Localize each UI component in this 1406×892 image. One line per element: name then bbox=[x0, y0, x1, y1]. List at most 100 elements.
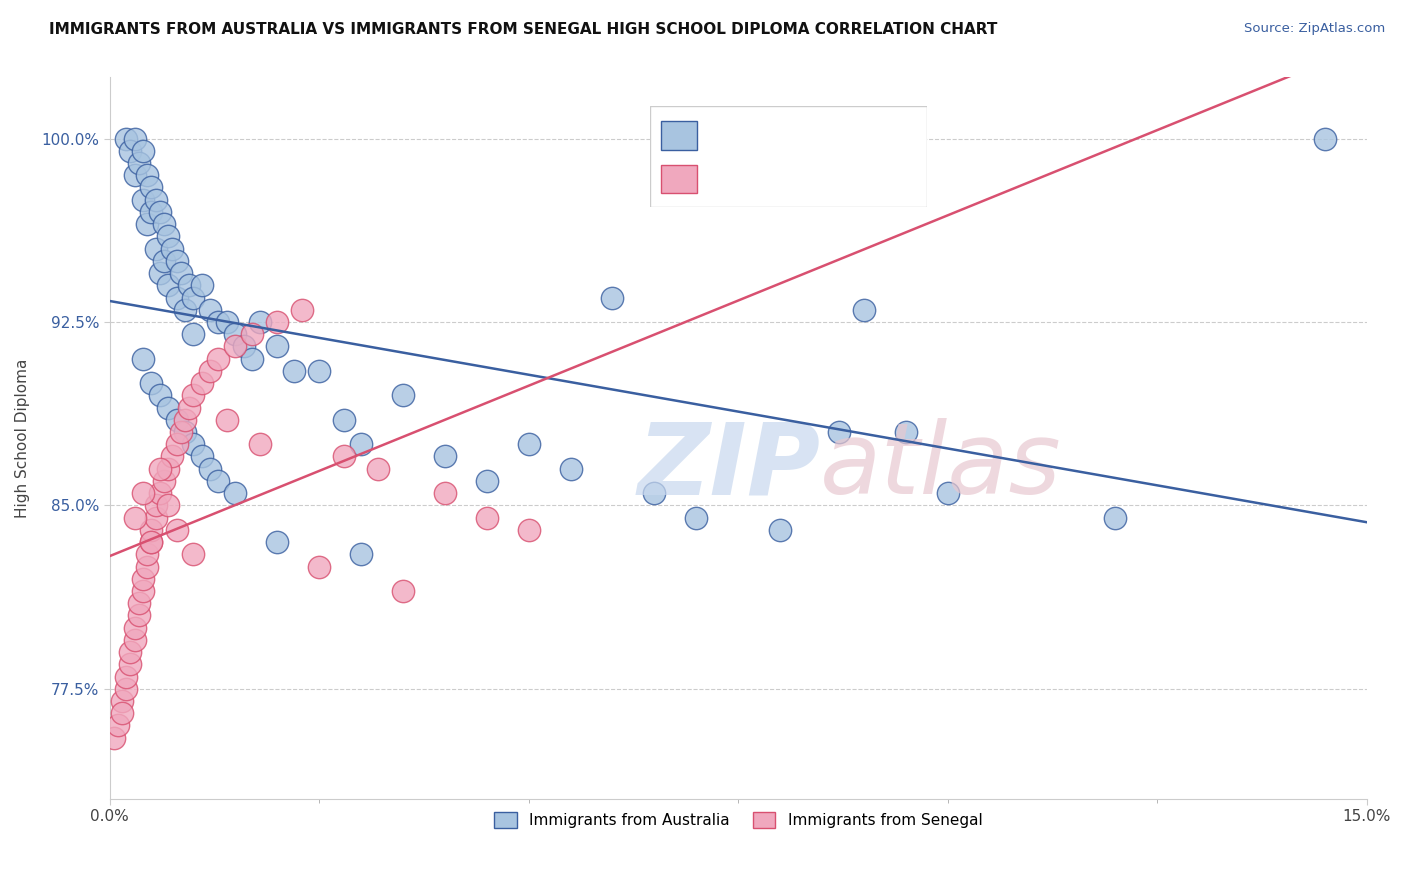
Point bbox=[111, 694, 134, 708]
Point bbox=[207, 351, 229, 366]
Point bbox=[136, 217, 159, 231]
Point bbox=[249, 437, 271, 451]
Point bbox=[183, 327, 205, 342]
Point bbox=[149, 388, 172, 402]
Point bbox=[643, 486, 665, 500]
Point bbox=[392, 388, 415, 402]
Point bbox=[224, 486, 246, 500]
Text: ZIP: ZIP bbox=[637, 418, 821, 516]
Point bbox=[111, 706, 134, 721]
Point bbox=[157, 401, 180, 415]
Text: IMMIGRANTS FROM AUSTRALIA VS IMMIGRANTS FROM SENEGAL HIGH SCHOOL DIPLOMA CORRELA: IMMIGRANTS FROM AUSTRALIA VS IMMIGRANTS … bbox=[49, 22, 998, 37]
Point bbox=[132, 144, 155, 158]
Point bbox=[179, 278, 201, 293]
Point bbox=[560, 461, 582, 475]
Point bbox=[157, 499, 180, 513]
Point bbox=[149, 461, 172, 475]
Point bbox=[132, 584, 155, 599]
Point bbox=[136, 168, 159, 182]
Point bbox=[685, 510, 707, 524]
Point bbox=[120, 657, 142, 672]
Point bbox=[103, 731, 125, 745]
Point bbox=[291, 302, 314, 317]
Point bbox=[124, 131, 146, 145]
Point bbox=[224, 339, 246, 353]
Point bbox=[249, 315, 271, 329]
Point bbox=[350, 437, 373, 451]
Point bbox=[145, 499, 167, 513]
Point bbox=[894, 425, 917, 439]
Point bbox=[936, 486, 959, 500]
Point bbox=[136, 547, 159, 561]
Point bbox=[170, 425, 193, 439]
Point bbox=[190, 278, 212, 293]
Point bbox=[240, 327, 263, 342]
Point bbox=[166, 413, 188, 427]
Point bbox=[174, 413, 197, 427]
Point bbox=[308, 559, 330, 574]
Point bbox=[132, 193, 155, 207]
Point bbox=[333, 450, 356, 464]
Point bbox=[392, 584, 415, 599]
Point bbox=[157, 461, 180, 475]
Point bbox=[198, 302, 221, 317]
Point bbox=[115, 669, 138, 683]
Point bbox=[115, 681, 138, 696]
Point bbox=[198, 364, 221, 378]
Point bbox=[266, 535, 288, 549]
Point bbox=[215, 315, 238, 329]
Point bbox=[183, 291, 205, 305]
Point bbox=[190, 450, 212, 464]
Point bbox=[128, 156, 150, 170]
Point bbox=[120, 144, 142, 158]
Point bbox=[145, 510, 167, 524]
Point bbox=[232, 339, 254, 353]
Point bbox=[207, 315, 229, 329]
Y-axis label: High School Diploma: High School Diploma bbox=[15, 359, 30, 518]
Point bbox=[141, 180, 163, 194]
Point bbox=[174, 425, 197, 439]
Point bbox=[124, 168, 146, 182]
Point bbox=[157, 278, 180, 293]
Point bbox=[149, 266, 172, 280]
Point bbox=[170, 266, 193, 280]
Point bbox=[852, 302, 875, 317]
Point bbox=[166, 291, 188, 305]
Point bbox=[166, 523, 188, 537]
Point bbox=[132, 486, 155, 500]
Point bbox=[266, 339, 288, 353]
Point bbox=[183, 547, 205, 561]
Point bbox=[183, 388, 205, 402]
Point bbox=[153, 253, 176, 268]
Point bbox=[162, 450, 184, 464]
Point bbox=[124, 632, 146, 647]
Point bbox=[308, 364, 330, 378]
Point bbox=[367, 461, 389, 475]
Point bbox=[120, 645, 142, 659]
Point bbox=[128, 596, 150, 610]
Legend: Immigrants from Australia, Immigrants from Senegal: Immigrants from Australia, Immigrants fr… bbox=[488, 806, 988, 835]
Point bbox=[174, 302, 197, 317]
Point bbox=[198, 461, 221, 475]
Text: atlas: atlas bbox=[820, 418, 1062, 516]
Point bbox=[162, 242, 184, 256]
Point bbox=[157, 229, 180, 244]
Point bbox=[145, 242, 167, 256]
Point bbox=[769, 523, 792, 537]
Point bbox=[1104, 510, 1126, 524]
Point bbox=[132, 351, 155, 366]
Point bbox=[283, 364, 305, 378]
Point bbox=[145, 193, 167, 207]
Point bbox=[141, 535, 163, 549]
Point bbox=[224, 327, 246, 342]
Point bbox=[517, 523, 540, 537]
Point bbox=[124, 510, 146, 524]
Point bbox=[1313, 131, 1336, 145]
Point bbox=[115, 131, 138, 145]
Point bbox=[183, 437, 205, 451]
Point bbox=[207, 474, 229, 488]
Point bbox=[475, 474, 498, 488]
Point bbox=[153, 474, 176, 488]
Point bbox=[124, 621, 146, 635]
Point bbox=[433, 486, 456, 500]
